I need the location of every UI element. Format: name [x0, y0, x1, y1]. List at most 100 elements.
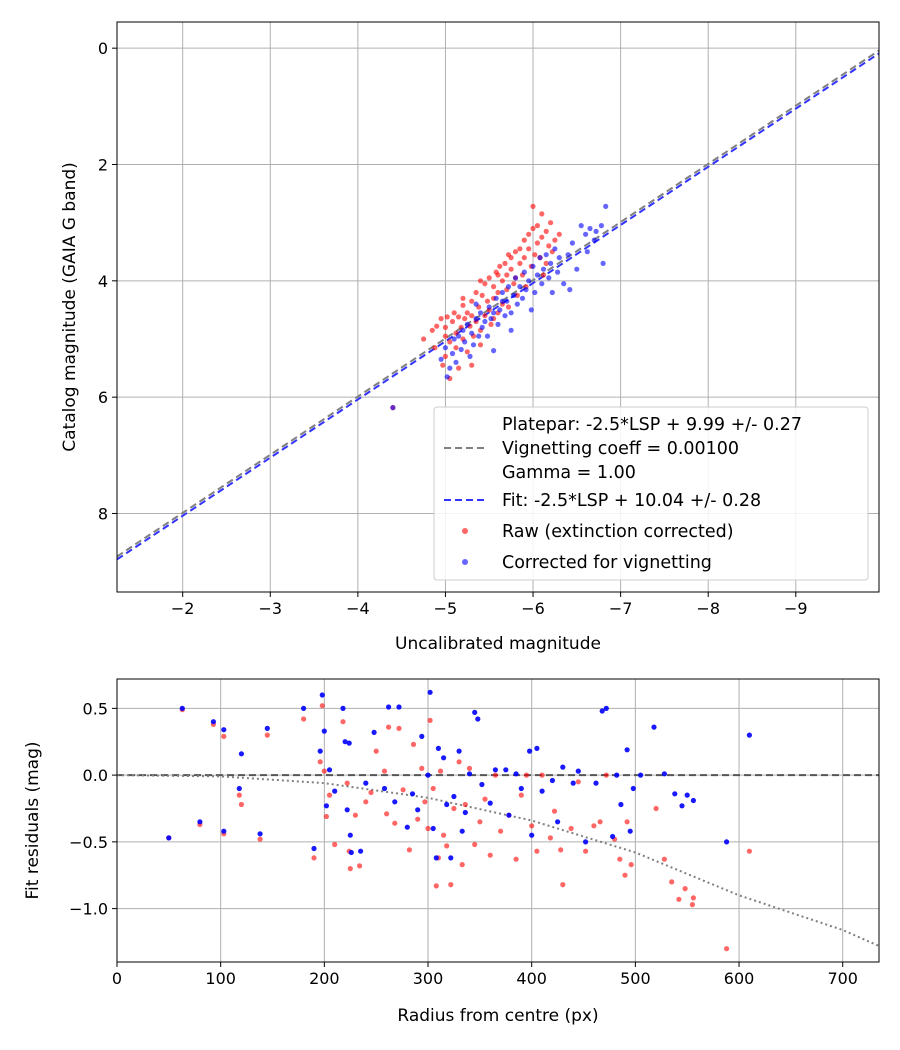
- calibration-plot-point-series-0: [442, 333, 448, 339]
- residuals-plot-point-series-1: [539, 788, 545, 794]
- residuals-plot-point-series-0: [669, 879, 675, 885]
- residuals-plot-point-series-1: [311, 845, 317, 852]
- calibration-plot-point-series-1: [567, 287, 573, 293]
- residuals-plot-point-series-1: [396, 704, 402, 710]
- residuals-plot-point-series-1: [527, 748, 533, 754]
- calibration-plot-point-series-1: [565, 252, 571, 258]
- calibration-plot-point-series-1: [484, 333, 491, 339]
- residuals-plot-point-series-0: [603, 772, 609, 778]
- residuals-plot-point-series-0: [317, 759, 323, 765]
- calibration-plot-x-tick-label: −6: [521, 599, 545, 618]
- residuals-plot-point-series-0: [451, 805, 457, 812]
- residuals-plot-point-series-0: [523, 772, 530, 778]
- calibration-plot-point-series-0: [511, 281, 517, 287]
- calibration-plot-point-series-1: [438, 356, 444, 362]
- residuals-plot-point-series-1: [419, 733, 425, 740]
- residuals-plot-x-tick-label: 500: [620, 969, 651, 988]
- calibration-plot-point-series-1: [561, 281, 567, 287]
- residuals-plot-point-series-1: [326, 767, 333, 773]
- calibration-plot-point-series-1: [532, 289, 538, 296]
- residuals-plot-line-1: [117, 774, 879, 947]
- calibration-plot-point-series-0: [440, 362, 446, 368]
- calibration-plot-point-series-0: [521, 255, 527, 261]
- calibration-plot-point-series-1: [543, 252, 549, 258]
- residuals-plot-point-series-0: [311, 855, 317, 861]
- residuals-plot-point-series-0: [459, 862, 465, 868]
- residuals-plot-point-series-1: [513, 771, 519, 777]
- calibration-plot-point-series-0: [534, 240, 541, 246]
- calibration-plot-x-tick-label: −3: [258, 599, 282, 618]
- residuals-plot-point-series-0: [406, 847, 412, 853]
- calibration-plot-point-series-1: [508, 310, 514, 316]
- residuals-plot-point-series-1: [441, 755, 447, 761]
- calibration-plot-point-series-1: [603, 203, 609, 209]
- residuals-plot-point-series-0: [386, 724, 392, 730]
- calibration-plot-point-series-0: [469, 298, 475, 304]
- calibration-plot-point-series-1: [521, 269, 527, 275]
- calibration-plot: −2 −3 −4 −5 −6 −7 −8 −9 0 2 4 6 8 Uncalibrated magni…: [60, 21, 880, 654]
- residuals-plot-point-series-1: [661, 771, 668, 777]
- calibration-plot-point-series-0: [462, 316, 468, 322]
- residuals-plot-point-series-0: [321, 768, 327, 774]
- calibration-plot-y-tick-label: 4: [98, 272, 108, 291]
- residuals-plot-point-series-0: [466, 765, 473, 772]
- residuals-plot-point-series-1: [549, 777, 556, 784]
- residuals-plot-point-series-1: [466, 771, 473, 777]
- residuals-plot-point-series-1: [197, 819, 203, 825]
- residuals-plot-point-series-0: [551, 808, 558, 814]
- calibration-plot-x-tick-label: −2: [171, 599, 195, 618]
- residuals-plot-point-series-1: [651, 724, 657, 730]
- residuals-plot-point-series-1: [430, 825, 436, 832]
- calibration-plot-point-series-0: [505, 252, 512, 258]
- residuals-plot-point-series-1: [627, 828, 633, 834]
- calibration-plot-point-series-0: [484, 298, 491, 304]
- residuals-plot-point-series-0: [628, 862, 634, 868]
- calibration-plot-point-series-0: [534, 223, 541, 229]
- calibration-plot-point-series-1: [517, 284, 523, 290]
- residuals-plot-y-tick-label: −0.5: [69, 833, 108, 852]
- calibration-plot-point-series-0: [540, 272, 547, 278]
- calibration-plot-point-series-0: [543, 228, 549, 234]
- calibration-plot-point-series-1: [523, 287, 529, 293]
- residuals-plot-point-series-0: [347, 866, 353, 872]
- residuals-plot-x-tick-label: 200: [309, 969, 340, 988]
- residuals-plot-point-series-1: [444, 801, 450, 808]
- residuals-plot-point-series-1: [340, 705, 346, 712]
- calibration-plot-point-series-1: [390, 405, 396, 411]
- calibration-plot-point-series-0: [429, 327, 435, 333]
- residuals-plot-point-series-1: [503, 767, 509, 773]
- calibration-plot-point-series-1: [598, 223, 605, 229]
- calibration-plot-point-series-1: [479, 324, 485, 330]
- legend-label-raw: Raw (extinction corrected): [502, 522, 734, 542]
- calibration-plot-lines: [117, 49, 879, 561]
- residuals-plot-point-series-0: [690, 895, 697, 901]
- residuals-plot-point-series-1: [487, 800, 493, 806]
- residuals-plot-point-series-1: [679, 803, 685, 809]
- residuals-plot-point-series-1: [358, 848, 364, 854]
- calibration-plot-point-series-0: [508, 266, 514, 272]
- calibration-plot-point-series-1: [548, 260, 554, 266]
- calibration-plot-point-series-0: [453, 345, 459, 351]
- calibration-plot-y-tick-label: 8: [98, 504, 108, 523]
- residuals-plot-point-series-0: [352, 812, 358, 818]
- calibration-plot-y-tick-label: 0: [98, 39, 108, 58]
- calibration-plot-point-series-0: [477, 342, 484, 348]
- residuals-plot-point-series-1: [435, 745, 441, 752]
- residuals-plot-point-series-0: [617, 856, 623, 862]
- residuals-plot-point-series-1: [614, 772, 620, 778]
- residuals-plot-point-series-1: [618, 801, 624, 808]
- residuals-plot-point-series-1: [479, 781, 485, 788]
- calibration-plot-point-series-0: [444, 314, 450, 320]
- residuals-plot-point-series-1: [221, 727, 227, 733]
- calibration-plot-point-series-0: [526, 246, 532, 252]
- calibration-plot-point-series-0: [499, 278, 505, 284]
- residuals-plot-point-series-1: [492, 767, 498, 773]
- residuals-plot-point-series-0: [513, 856, 519, 862]
- residuals-plot-point-series-0: [534, 848, 540, 854]
- residuals-plot-point-series-1: [348, 849, 354, 856]
- calibration-plot-point-series-1: [600, 260, 606, 266]
- calibration-plot-point-series-0: [473, 289, 479, 296]
- residuals-plot-point-series-0: [400, 787, 406, 793]
- calibration-plot-point-series-1: [534, 272, 541, 278]
- calibration-plot-point-series-1: [473, 301, 479, 307]
